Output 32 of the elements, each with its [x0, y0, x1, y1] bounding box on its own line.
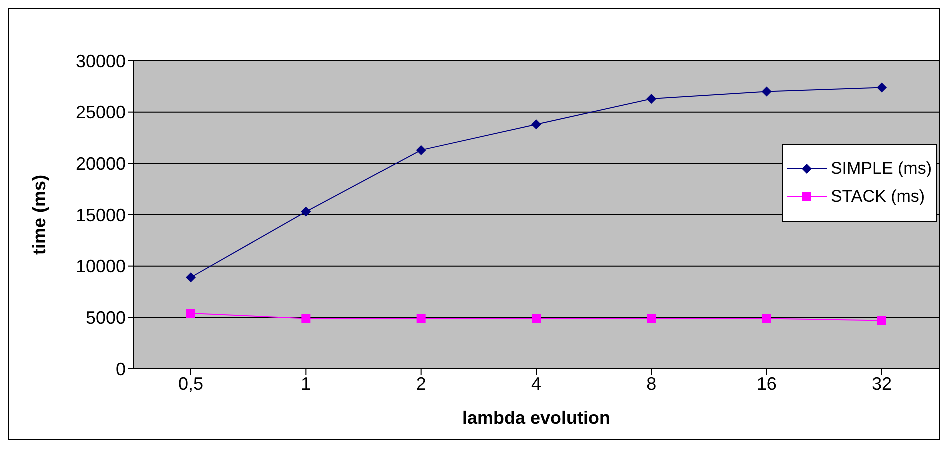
point	[762, 86, 772, 97]
point	[301, 206, 312, 217]
point	[877, 82, 887, 93]
y-axis-title: time (ms)	[29, 174, 50, 256]
x-tick-label: 0,5	[178, 374, 204, 394]
x-tick-label: 8	[646, 374, 657, 394]
point	[186, 309, 196, 318]
x-tick-label: 2	[416, 374, 426, 394]
x-axis-title: lambda evolution	[462, 408, 611, 428]
x-tick-label: 16	[756, 374, 777, 394]
point	[416, 314, 426, 324]
point	[532, 120, 542, 130]
legend-label: STACK (ms)	[830, 187, 926, 207]
y-tick-label: 5000	[86, 308, 126, 328]
y-tick-label: 20000	[76, 154, 126, 174]
point	[762, 314, 772, 324]
point	[532, 314, 541, 324]
point	[878, 316, 886, 326]
point	[646, 94, 657, 104]
y-tick-label: 0	[116, 359, 126, 380]
x-tick-label: 32	[872, 374, 892, 394]
legend-label: SIMPLE (ms)	[830, 159, 932, 179]
y-tick-label: 15000	[76, 205, 126, 226]
point	[186, 272, 196, 283]
x-tick-label: 4	[531, 374, 542, 394]
point	[647, 314, 656, 324]
point	[302, 314, 311, 324]
y-tick-label: 25000	[76, 102, 126, 123]
point	[416, 145, 426, 156]
y-tick-label: 10000	[76, 256, 126, 277]
y-tick-label: 30000	[76, 51, 126, 72]
x-tick-label: 1	[301, 374, 312, 394]
